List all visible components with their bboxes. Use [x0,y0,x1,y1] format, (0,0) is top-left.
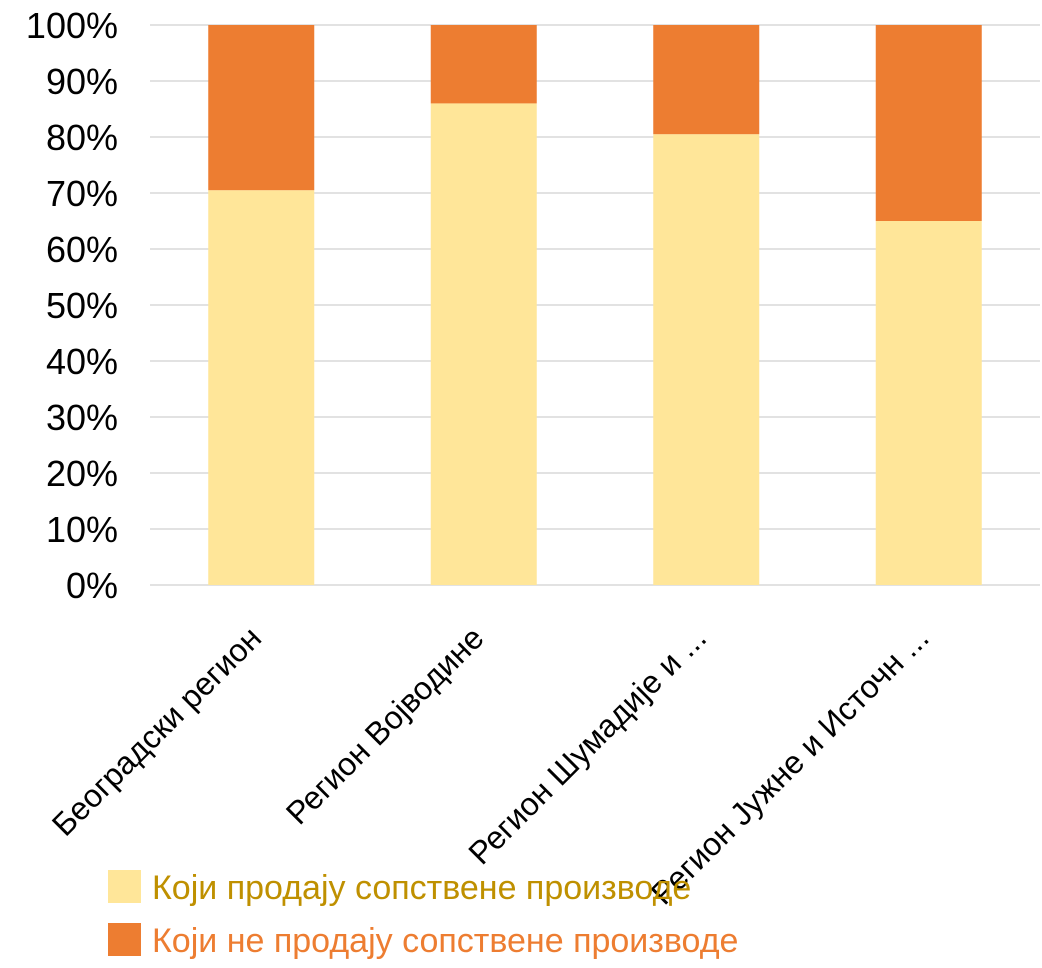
bar-segment-series-0-cat-1 [430,103,537,586]
y-tick-label: 30% [46,397,118,438]
y-tick-label: 20% [46,453,118,494]
bar-segment-series-1-cat-1 [430,25,537,104]
bar-segment-series-0-cat-3 [875,221,982,585]
x-category-label: Регион Војводине [279,619,491,831]
x-category-label: Регион Шумадије и ... [461,619,713,871]
bar-segment-series-1-cat-3 [875,25,982,221]
legend-label: Који не продају сопствене производе [152,922,738,960]
y-tick-label: 60% [46,229,118,270]
y-tick-label: 10% [46,509,118,550]
legend-swatch [108,870,141,903]
y-axis-tick-labels: 0% 10% 20% 30% 40% 50% 60% 70% 80% 90% 100% [26,5,118,606]
y-tick-label: 90% [46,61,118,102]
legend: Који продају сопствене производе Који не … [108,869,738,960]
y-tick-label: 40% [46,341,118,382]
bar-segment-series-1-cat-0 [208,25,315,191]
x-category-label: Београдски регион [45,619,268,842]
legend-label: Који продају сопствене производе [152,869,691,907]
y-tick-label: 50% [46,285,118,326]
bars [208,25,982,586]
y-tick-label: 70% [46,173,118,214]
y-tick-label: 0% [66,565,118,606]
legend-swatch [108,923,141,956]
y-tick-label: 80% [46,117,118,158]
bar-segment-series-0-cat-0 [208,190,315,585]
bar-segment-series-0-cat-2 [653,134,760,585]
y-tick-label: 100% [26,5,118,46]
x-axis-category-labels: Београдски регион Регион ВојводинеРегион … [45,619,936,911]
bar-segment-series-1-cat-2 [653,25,760,135]
